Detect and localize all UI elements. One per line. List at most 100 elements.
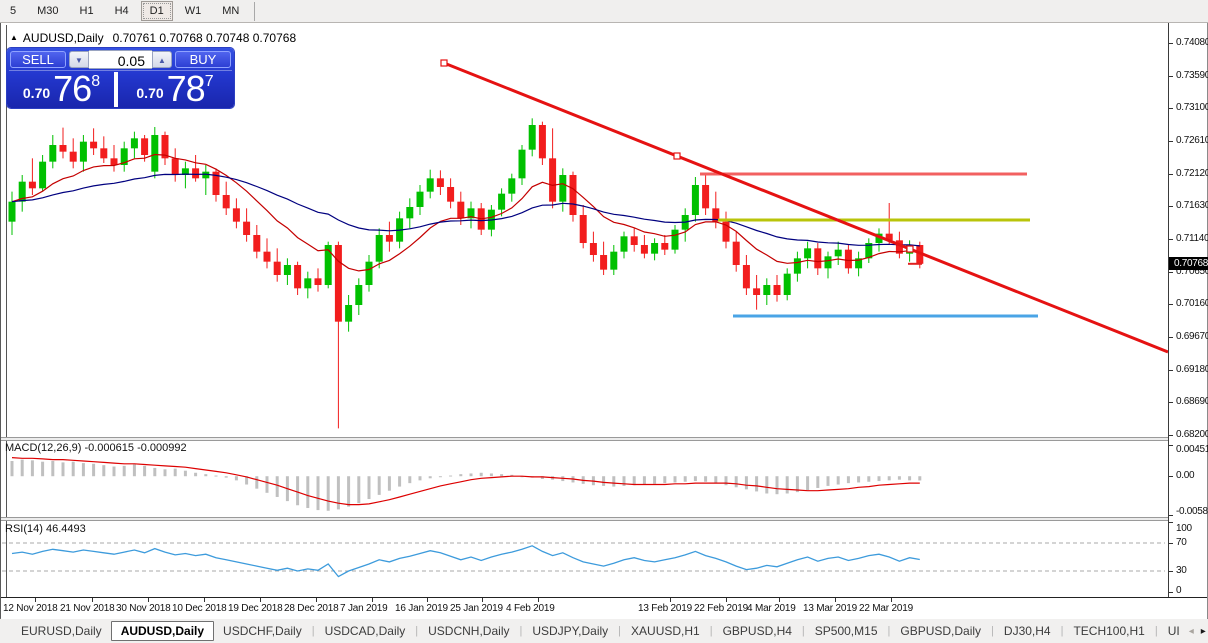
price-chart-canvas[interactable] [2, 25, 1168, 597]
pane-splitter-rsi[interactable] [1, 517, 1207, 521]
price-axis-tick [1169, 173, 1173, 175]
time-axis-label: 10 Dec 2018 [172, 603, 227, 614]
time-axis-label: 28 Dec 2018 [284, 603, 339, 614]
timeframe-button-mn[interactable]: MN [222, 5, 240, 17]
trendline[interactable] [443, 61, 1168, 354]
chart-tab-eurusd-daily[interactable]: EURUSD,Daily [21, 624, 102, 638]
time-axis-label: 7 Jan 2019 [340, 603, 388, 614]
timeframe-button-w1[interactable]: W1 [184, 5, 202, 17]
time-axis-tick [670, 598, 671, 602]
buy-price-sup: 7 [204, 73, 214, 90]
timeframe-toolbar: 5 M30 H1 H4 D1 W1 MN [0, 0, 1208, 23]
time-axis-label: 4 Mar 2019 [747, 603, 796, 614]
macd-axis-label: 0.004517 [1176, 444, 1208, 455]
volume-increase-icon[interactable]: ▲ [152, 51, 172, 68]
tab-divider: | [1060, 625, 1064, 637]
price-axis-label: 0.70650 [1176, 265, 1208, 277]
time-axis-label: 21 Nov 2018 [60, 603, 115, 614]
sell-price-sup: 8 [91, 73, 101, 90]
time-axis-label: 13 Feb 2019 [638, 603, 692, 614]
pane-splitter-macd[interactable] [1, 437, 1207, 441]
time-axis-label: 13 Mar 2019 [803, 603, 857, 614]
candlestick-series [8, 118, 924, 429]
volume-decrease-icon[interactable]: ▼ [69, 51, 89, 68]
chart-tab-ui[interactable]: UI [1167, 624, 1180, 638]
rsi-axis-label: 0 [1176, 585, 1182, 596]
timeframe-button-m30[interactable]: M30 [37, 5, 59, 17]
tab-divider: | [887, 625, 891, 637]
chart-tab-gbpusd-daily[interactable]: GBPUSD,Daily [900, 624, 982, 638]
time-axis-tick [35, 598, 36, 602]
macd-axis-tick [1169, 445, 1173, 446]
chart-tab-sp500-m15[interactable]: SP500,M15 [814, 624, 878, 638]
macd-axis-label: 0.00 [1176, 470, 1195, 482]
sell-price-prefix: 0.70 [22, 85, 51, 101]
rsi-axis-label: 70 [1176, 537, 1187, 548]
rsi-axis-tick [1169, 592, 1173, 593]
toolbar-separator [254, 1, 256, 21]
price-axis-label: 0.71140 [1176, 233, 1208, 244]
macd-axis-label: -0.005899 [1176, 506, 1208, 517]
time-axis-tick [372, 598, 373, 602]
sell-price-big: 76 [53, 68, 92, 109]
timeframe-button-h4[interactable]: H4 [114, 5, 129, 17]
price-axis-tick [1169, 141, 1173, 142]
price-axis-label: 0.69670 [1176, 331, 1208, 342]
time-axis-label: 19 Dec 2018 [228, 603, 283, 614]
chart-tab-xauusd-h1[interactable]: XAUUSD,H1 [631, 624, 700, 638]
price-axis-label: 0.73100 [1176, 102, 1208, 114]
volume-input[interactable]: 0.05 [89, 50, 152, 69]
chart-tab-usdcad-daily[interactable]: USDCAD,Daily [324, 624, 406, 638]
macd-axis-tick [1169, 515, 1173, 516]
price-axis-label: 0.72120 [1176, 167, 1208, 179]
sell-price[interactable]: 0.70 76 8 [9, 68, 114, 109]
trade-panel-top-row: SELL ▼ 0.05 ▲ BUY [9, 50, 232, 71]
chart-tab-tech100-h1[interactable]: TECH100,H1 [1073, 624, 1145, 638]
buy-button[interactable]: BUY [175, 51, 231, 68]
price-axis-label: 0.70160 [1176, 298, 1208, 310]
tab-scroll-right-icon[interactable]: ▸ [1200, 625, 1206, 637]
time-axis-tick [538, 598, 539, 602]
timeframe-button-5[interactable]: 5 [10, 5, 17, 17]
tab-divider: | [519, 625, 523, 637]
buy-price[interactable]: 0.70 78 7 [118, 71, 232, 107]
tab-divider: | [709, 625, 713, 637]
price-axis-label: 0.68690 [1176, 396, 1208, 408]
chart-tab-usdchf-daily[interactable]: USDCHF,Daily [223, 624, 302, 638]
time-axis[interactable]: 12 Nov 2018 21 Nov 2018 30 Nov 2018 10 Dec … [1, 597, 1207, 619]
tab-scroll-left-icon[interactable]: ◂ [1188, 625, 1194, 637]
ohlc-values: 0.70761 0.70768 0.70748 0.70768 [112, 31, 297, 45]
rsi-line [11, 545, 920, 578]
price-axis-label: 0.74080 [1176, 37, 1208, 48]
tab-divider: | [1154, 625, 1158, 637]
chart-tab-usdjpy-daily[interactable]: USDJPY,Daily [532, 624, 609, 638]
chart-tab-audusd-daily[interactable]: AUDUSD,Daily [110, 621, 215, 641]
price-axis-tick [1169, 271, 1173, 273]
timeframe-button-d1[interactable]: D1 [140, 1, 173, 21]
price-axis[interactable]: 0.70768 0.74080 0.73590 0.73100 0.72610 0.72… [1168, 23, 1208, 597]
time-axis-tick [260, 598, 261, 602]
time-axis-tick [316, 598, 317, 602]
price-axis-tick [1169, 75, 1173, 77]
macd-signal-line [11, 457, 920, 506]
time-axis-label: 30 Nov 2018 [116, 603, 171, 614]
trendline-handle[interactable] [673, 152, 681, 160]
rsi-axis-tick [1169, 571, 1173, 572]
symbol-name: AUDUSD,Daily [22, 31, 104, 45]
chart-tab-gbpusd-h4[interactable]: GBPUSD,H4 [722, 624, 792, 638]
tab-divider: | [415, 625, 419, 637]
trendline-handle[interactable] [906, 245, 914, 253]
time-axis-label: 25 Jan 2019 [450, 603, 503, 614]
time-axis-tick [204, 598, 205, 602]
rsi-axis-label: 30 [1176, 565, 1187, 576]
time-axis-label: 22 Feb 2019 [694, 603, 748, 614]
price-axis-label: 0.73590 [1176, 69, 1208, 81]
price-axis-tick [1169, 369, 1173, 371]
chart-tab-usdcnh-daily[interactable]: USDCNH,Daily [428, 624, 510, 638]
sell-button[interactable]: SELL [10, 51, 66, 68]
symbol-collapse-icon[interactable]: ▲ [10, 33, 18, 42]
timeframe-button-h1[interactable]: H1 [79, 5, 94, 17]
chart-tab-dj30-h4[interactable]: DJ30,H4 [1003, 624, 1051, 638]
price-axis-tick [1169, 239, 1173, 240]
trendline-handle[interactable] [440, 59, 448, 67]
